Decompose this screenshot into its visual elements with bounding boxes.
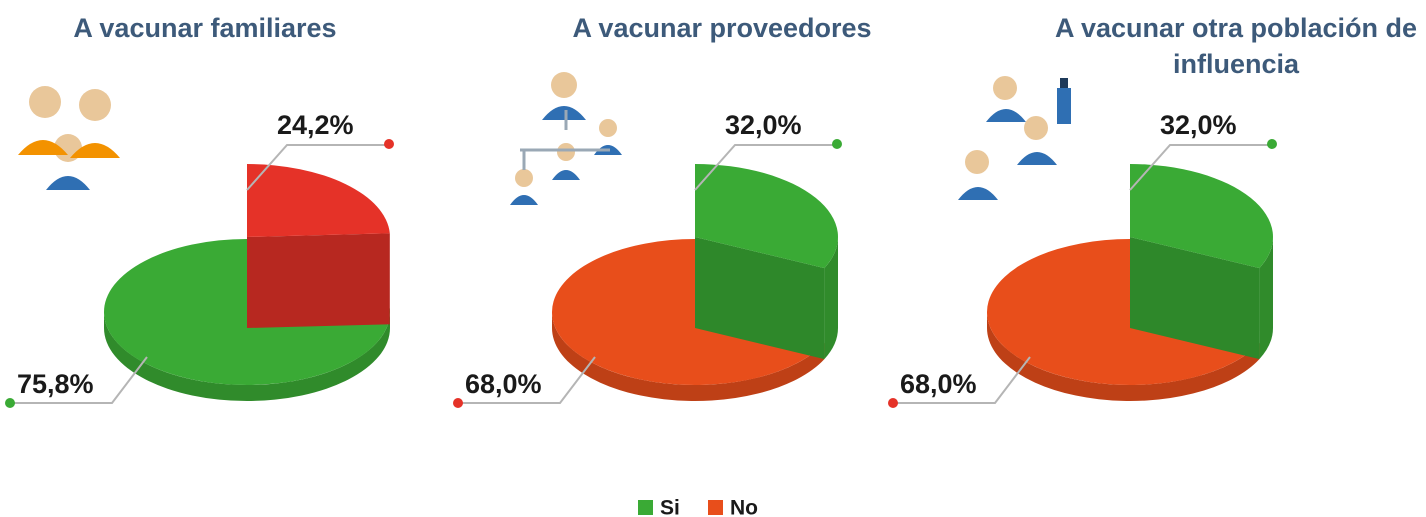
leader-line — [897, 356, 1031, 404]
legend-swatch — [638, 500, 653, 515]
leader-line — [246, 144, 385, 191]
slice-top — [247, 164, 390, 237]
pie-slice — [1130, 164, 1273, 360]
slice-wall — [247, 233, 390, 328]
leader-line — [694, 144, 833, 191]
pie-slice — [552, 239, 825, 401]
slice-side — [552, 312, 825, 401]
leader-dot — [384, 139, 394, 149]
slice-wall — [695, 237, 825, 360]
data-label: 75,8% — [17, 369, 94, 399]
slice-top — [695, 164, 838, 269]
legend-swatch — [708, 500, 723, 515]
slice-top — [552, 239, 825, 385]
chart-title: A vacunar otra población de influencia — [1054, 13, 1418, 79]
leader-dot — [1267, 139, 1277, 149]
legend-label: No — [730, 497, 758, 517]
slice-side — [1259, 237, 1273, 360]
chart-title: A vacunar proveedores — [572, 13, 872, 43]
slice-side — [104, 312, 390, 401]
data-label: 32,0% — [1160, 110, 1237, 140]
slice-side — [824, 237, 838, 360]
leader-dot — [832, 139, 842, 149]
leader-dot — [5, 398, 15, 408]
leader-line — [14, 356, 148, 404]
leader-dot — [888, 398, 898, 408]
slice-top — [1130, 164, 1273, 269]
slice-wall — [1130, 237, 1260, 360]
leader-dot — [453, 398, 463, 408]
pie-slice — [987, 239, 1260, 401]
leader-line — [462, 356, 596, 404]
leader-line — [1129, 144, 1268, 191]
data-label: 68,0% — [465, 369, 542, 399]
data-label: 32,0% — [725, 110, 802, 140]
icon-people — [18, 72, 1071, 205]
data-label: 24,2% — [277, 110, 354, 140]
data-label: 68,0% — [900, 369, 977, 399]
chart-title: A vacunar familiares — [73, 13, 337, 43]
slice-top — [987, 239, 1260, 385]
pie-slice — [695, 164, 838, 360]
slice-side — [987, 312, 1260, 401]
pie-slice — [247, 164, 390, 328]
legend-label: Si — [660, 497, 680, 517]
